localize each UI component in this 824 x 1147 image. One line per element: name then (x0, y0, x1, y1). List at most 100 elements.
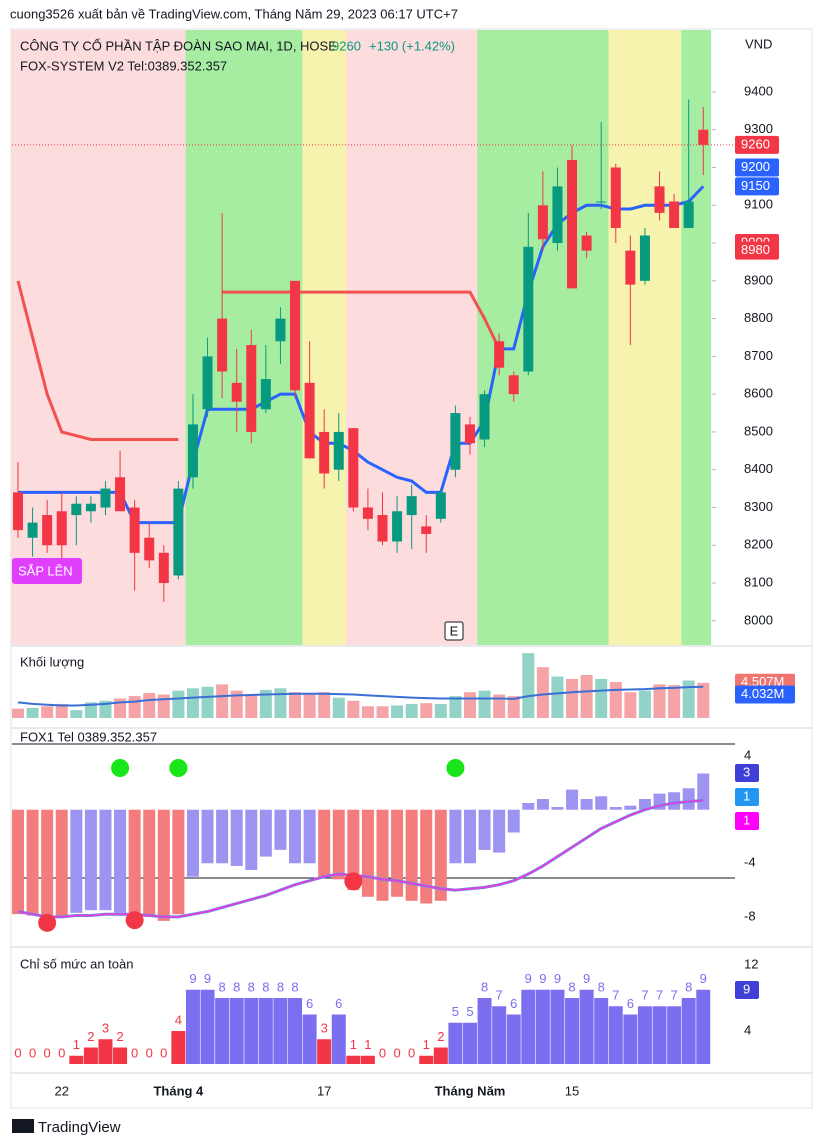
candle-body (610, 167, 621, 228)
zone (83, 30, 99, 645)
volume-bar (595, 678, 608, 718)
fox-bar (70, 809, 83, 913)
safety-label: 5 (466, 1004, 473, 1019)
safety-label: 0 (379, 1045, 386, 1060)
volume-bar (522, 653, 535, 718)
volume-bar (638, 690, 651, 718)
y-tick-label: 4 (744, 748, 751, 763)
volume-bar (536, 667, 549, 718)
badge (735, 812, 759, 830)
volume-bar (201, 686, 214, 718)
title: CÔNG TY CỔ PHẦN TẬP ĐOÀN SAO MAI, 1D, HO… (20, 38, 337, 53)
safety-bar (594, 997, 609, 1064)
x-tick-label: 17 (317, 1083, 331, 1098)
safety-label: 1 (350, 1037, 357, 1052)
candle-body (406, 496, 417, 516)
zone (637, 30, 653, 645)
safety-bar (419, 1055, 434, 1064)
fox-bar (434, 809, 447, 901)
y-tick-label: 9400 (744, 83, 773, 98)
y-tick-label: 4 (744, 1022, 751, 1037)
safety-bar (521, 989, 536, 1064)
badge-label: 4.032M (741, 686, 784, 701)
volume-bar (143, 692, 156, 718)
safety-label: 6 (510, 996, 517, 1011)
y-tick-label: 8600 (744, 386, 773, 401)
volume-bar (580, 675, 593, 718)
safety-label: 0 (160, 1045, 167, 1060)
safety-label: 6 (627, 996, 634, 1011)
badge-label: 1 (743, 812, 750, 827)
candle-body (231, 382, 242, 402)
volume-bar (172, 690, 185, 718)
logo (12, 1119, 34, 1133)
fox-bar (332, 809, 345, 880)
volume-bar (289, 692, 302, 718)
fox-bar (668, 792, 681, 810)
volume-bar (245, 694, 258, 718)
safety-bar (273, 997, 288, 1064)
zone (593, 30, 609, 645)
zone (229, 30, 245, 645)
safety-label: 2 (116, 1029, 123, 1044)
buy-dot (169, 759, 188, 777)
safety-label: 9 (539, 971, 546, 986)
y-tick-label: -8 (744, 908, 756, 923)
safety-bar (171, 1030, 186, 1064)
safety-bar (608, 1006, 623, 1064)
safety-label: 0 (29, 1045, 36, 1060)
fox-bar (566, 789, 579, 810)
zone (535, 30, 551, 645)
fox-bar (361, 809, 374, 897)
candle-body (654, 186, 665, 213)
candle-body (202, 356, 213, 410)
x-tick-label: Tháng Năm (435, 1083, 506, 1098)
zone (448, 30, 464, 645)
candle-body (290, 280, 301, 391)
zone (433, 30, 449, 645)
candle-body (392, 511, 403, 542)
y-tick-label: 8400 (744, 461, 773, 476)
badge-label: 4.507M (741, 674, 784, 689)
safety-label: 9 (583, 971, 590, 986)
safety-label: 0 (44, 1045, 51, 1060)
candle-body (115, 477, 126, 512)
volume-bar (507, 696, 520, 718)
fox-bar (318, 809, 331, 877)
safety-bar (302, 1014, 317, 1064)
volume-bar (128, 696, 141, 718)
safety-label: 8 (233, 979, 240, 994)
safety-label: 7 (641, 988, 648, 1003)
volume-bar (99, 700, 112, 718)
zone (579, 30, 595, 645)
volume-bar (303, 694, 316, 718)
safety-bar (229, 997, 244, 1064)
y-tick-label: 8700 (744, 348, 773, 363)
volume-bar (609, 682, 622, 718)
fox-bar (595, 796, 608, 810)
y-tick-label: 8200 (744, 537, 773, 552)
candle-body (13, 492, 23, 531)
safety-bar (681, 997, 696, 1064)
candle-body (333, 431, 344, 470)
zone (316, 30, 332, 645)
fox-bar (347, 809, 360, 891)
safety-label: 2 (87, 1029, 94, 1044)
volume-bar (157, 694, 170, 718)
fox-bar (609, 807, 622, 810)
y-tick-label: 12 (744, 956, 758, 971)
y-tick-label: 8900 (744, 272, 773, 287)
safety-label: 8 (598, 979, 605, 994)
safety-bar (200, 989, 215, 1064)
safety-label: 0 (408, 1045, 415, 1060)
volume-bar (230, 690, 243, 718)
fox-bar (230, 809, 243, 866)
zones (10, 30, 712, 645)
candle-body (479, 394, 490, 440)
volume-bar (26, 707, 39, 718)
volume-bar (41, 706, 54, 718)
signal-box (12, 558, 82, 584)
badge-label: 9150 (741, 178, 770, 193)
volume-ma (17, 685, 704, 707)
fox-bar (259, 809, 272, 857)
